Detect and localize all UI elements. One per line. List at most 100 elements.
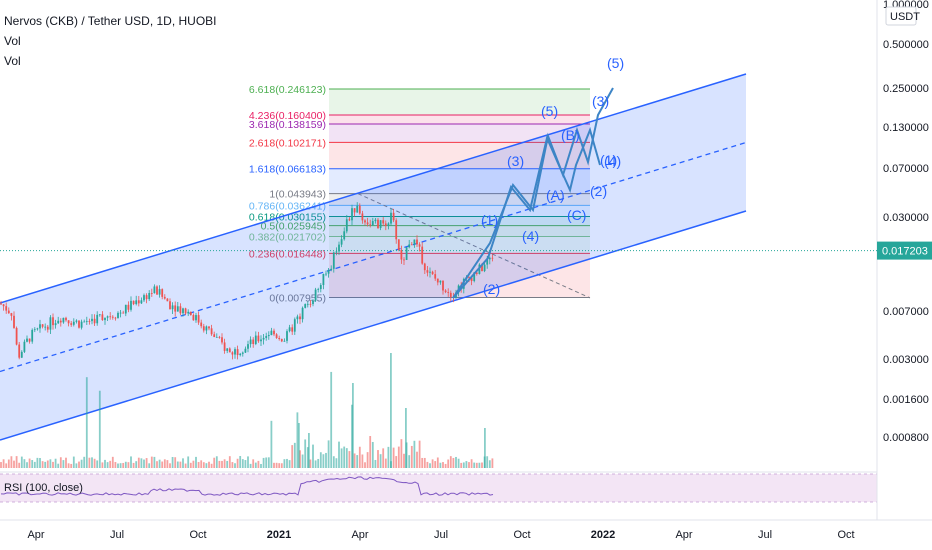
volume-bar: [85, 377, 88, 468]
volume-bar: [335, 458, 338, 468]
volume-bar: [54, 458, 57, 468]
volume-bar: [236, 458, 239, 468]
volume-bar: [395, 456, 398, 468]
volume-bar: [364, 462, 366, 468]
volume-bar: [205, 463, 208, 468]
wave-label: (4): [522, 228, 539, 244]
volume-bar: [369, 436, 372, 468]
candle-body: [400, 249, 403, 260]
volume-bar: [288, 460, 291, 468]
volume-bar: [140, 458, 143, 468]
wave-label-corrective: (A): [546, 187, 565, 203]
candle-body: [345, 219, 348, 232]
volume-bar: [249, 463, 252, 468]
candle-body: [231, 352, 234, 355]
candle-body: [124, 304, 127, 314]
volume-bar: [101, 462, 104, 468]
candle-body: [174, 305, 177, 312]
candle-body: [135, 300, 138, 305]
candle-body: [119, 312, 122, 314]
fib-zone-4.236: [329, 114, 590, 125]
wave-label: (3): [592, 93, 609, 109]
volume-bar: [31, 460, 34, 468]
volume-bar: [174, 457, 177, 468]
volume-bar: [195, 456, 197, 468]
candle-body: [166, 298, 169, 302]
volume-bar: [262, 457, 265, 468]
candle-body: [280, 338, 283, 342]
volume-bar: [83, 456, 86, 468]
volume-bar: [0, 462, 2, 468]
volume-bar: [366, 452, 369, 468]
candle-body: [46, 326, 49, 330]
channel-lower-line: [0, 210, 747, 441]
fib-level-label-0.236: 0.236(0.016448): [249, 248, 326, 260]
candle-body: [395, 220, 398, 240]
volume-bar: [179, 461, 182, 468]
volume-bar: [247, 456, 249, 468]
candle-body: [236, 349, 239, 356]
volume-bar: [343, 446, 346, 468]
time-tick-label: Jul: [434, 529, 448, 541]
wave-label-corrective: (B): [561, 127, 580, 143]
volume-bar: [447, 459, 450, 468]
volume-bar: [223, 459, 226, 468]
price-tick-label: 0.001600: [883, 394, 929, 406]
price-axis-background: [877, 0, 932, 550]
volume-bar: [457, 458, 460, 468]
candle-body: [252, 339, 255, 344]
candle-body: [421, 246, 424, 264]
candle-body: [244, 348, 247, 353]
candle-body: [36, 328, 39, 330]
candle-body: [377, 219, 379, 229]
candle-body: [273, 330, 275, 335]
volume-bar: [449, 456, 452, 468]
volume-bar: [317, 458, 320, 468]
volume-bar: [208, 461, 210, 468]
candle-body: [44, 326, 47, 328]
candle-body: [260, 339, 262, 342]
volume-bar: [124, 461, 127, 468]
candle-body: [184, 308, 187, 314]
candle-body: [286, 331, 288, 341]
candle-body: [169, 301, 171, 310]
candle-body: [23, 341, 26, 352]
candle-body: [83, 321, 86, 323]
candle-body: [449, 292, 452, 297]
volume-bar: [145, 458, 148, 468]
wave-label: (4): [604, 153, 621, 169]
volume-bar: [444, 463, 447, 468]
volume-bar: [486, 456, 489, 468]
candle-body: [439, 280, 442, 283]
candle-body: [371, 221, 374, 226]
candle-body: [330, 268, 333, 270]
rsi-band: [0, 474, 877, 502]
candle-body: [348, 219, 351, 221]
candle-body: [210, 328, 213, 335]
volume-bar: [465, 461, 468, 468]
current-price-badge: [877, 241, 932, 260]
candle-body: [356, 205, 359, 213]
candle-body: [140, 300, 143, 304]
candle-body: [0, 303, 2, 305]
candle-body: [397, 239, 400, 250]
symbol-title: Nervos (CKB) / Tether USD, 1D, HUOBI: [4, 14, 217, 28]
volume-bar: [41, 461, 44, 468]
candle-body: [317, 289, 320, 290]
candle-body: [408, 244, 411, 248]
candle-body: [189, 311, 192, 316]
candle-body: [117, 312, 119, 319]
volume-spike: [484, 428, 486, 468]
volume-bar: [473, 462, 476, 468]
candle-body: [475, 272, 478, 274]
volume-bar: [478, 462, 481, 468]
candle-body: [54, 323, 57, 326]
elliott-wave-projection: (1) (2) (3) (4) (5) (1) (2) (3) (4) (5) (A) (B) (C): [452, 55, 624, 299]
candle-body: [106, 316, 109, 318]
volume-bar: [348, 451, 351, 468]
candle-body: [444, 290, 447, 293]
volume-bar: [65, 457, 67, 468]
candle-body: [379, 220, 382, 229]
